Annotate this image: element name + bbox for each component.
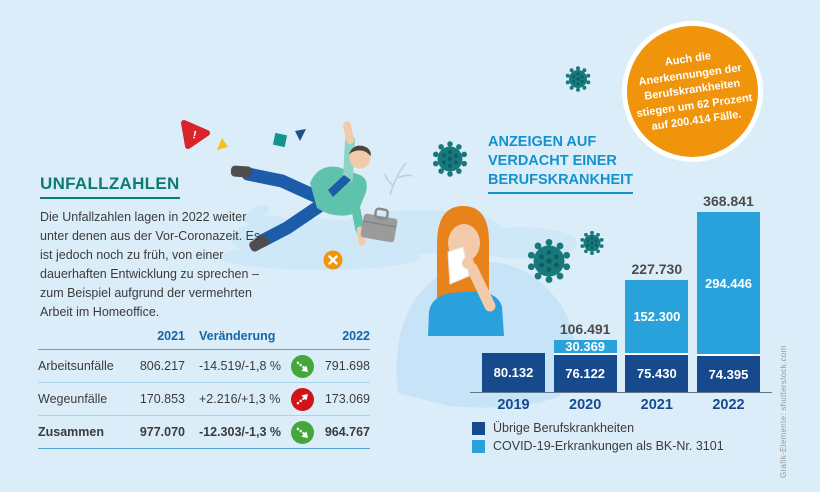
badge-text: Auch die Anerkennungen der Berufskrankhe… (635, 50, 754, 134)
bar-2021: 152.300 75.430 (625, 280, 689, 392)
row-label: Arbeitsunfälle (38, 359, 114, 373)
row-label: Zusammen (38, 425, 104, 439)
trend-down-icon (290, 420, 314, 444)
heading-line: ANZEIGEN AUF (488, 134, 597, 150)
sprig-decoration (384, 162, 413, 196)
trend-down-icon (290, 354, 314, 378)
value-2022: 791.698 (324, 359, 370, 373)
legend-swatch (472, 439, 485, 453)
bar-column-2019: 80.132 (482, 353, 545, 392)
bar-segment-other: 76.122 (553, 355, 617, 392)
heading-line: BERUFSKRANKHEIT (488, 171, 633, 195)
bar-value-label: 74.395 (708, 366, 749, 382)
bar-2020: 30.369 76.122 (553, 339, 617, 392)
trend-up-icon (290, 387, 314, 411)
table-row: Arbeitsunfälle 806.217 -14.519/-1,8 % 79… (38, 350, 370, 383)
svg-text:!: ! (192, 129, 198, 142)
axis-label-2020: 2020 (569, 397, 602, 413)
bar-segment-covid: 294.446 (696, 212, 760, 356)
chart-legend: Übrige Berufskrankheiten COVID-19-Erkrank… (470, 421, 772, 453)
virus-icon (565, 66, 591, 92)
bar-column-2022: 368.841 294.446 74.395 (696, 193, 760, 392)
header-2022: 2022 (342, 329, 370, 343)
bar-segment-other: 74.395 (696, 356, 760, 392)
bar-value-label: 294.446 (704, 275, 752, 291)
heading-line: VERDACHT EINER (488, 153, 617, 170)
row-label: Wegeunfälle (38, 392, 108, 406)
bar-segment-other: 75.430 (625, 355, 689, 392)
bar-chart: 80.132 106.491 30.369 76.122 227.730 152.300 7… (470, 188, 772, 457)
accident-table: 2021 Veränderung 2022 Arbeitsunfälle 806… (38, 323, 370, 449)
bar-total-label: 106.491 (559, 321, 611, 337)
value-2022: 964.767 (324, 425, 370, 439)
bar-total-label: 368.841 (703, 193, 754, 209)
legend-swatch (472, 421, 485, 435)
chart-bars: 80.132 106.491 30.369 76.122 227.730 152.300 7… (470, 188, 772, 392)
axis-label-2019: 2019 (497, 397, 530, 413)
value-2021: 170.853 (139, 392, 185, 406)
bar-segment-other: 80.132 (482, 353, 545, 392)
legend-label: COVID-19-Erkrankungen als BK-Nr. 3101 (493, 439, 724, 453)
teal-square-shape (272, 132, 288, 148)
legend-label: Übrige Berufskrankheiten (493, 421, 635, 435)
bar-column-2021: 227.730 152.300 75.430 (625, 261, 689, 392)
table-header-row: 2021 Veränderung 2022 (38, 323, 370, 350)
bar-value-label: 30.369 (565, 339, 606, 354)
section-title-unfallzahlen: UNFALLZAHLEN (40, 174, 180, 199)
bar-total-label: 227.730 (631, 261, 683, 277)
value-change: -12.303/-1,3 % (199, 425, 281, 439)
value-2021: 977.070 (139, 425, 185, 439)
virus-icon (433, 141, 467, 177)
value-change: -14.519/-1,8 % (199, 359, 281, 373)
section-title-berufskrankheit: ANZEIGEN AUF VERDACHT EINER BERUFSKRANKH… (488, 133, 633, 195)
table-row: Wegeunfälle 170.853 +2.216/+1,3 % 173.06… (38, 383, 370, 416)
bar-value-label: 76.122 (565, 366, 606, 381)
legend-item: COVID-19-Erkrankungen als BK-Nr. 3101 (472, 439, 772, 453)
axis-label-2022: 2022 (712, 397, 745, 413)
warning-triangle-icon: ! (181, 120, 210, 149)
yellow-triangle-shape (217, 138, 228, 150)
bar-2022: 294.446 74.395 (696, 212, 760, 392)
highlight-badge: Auch die Anerkennungen der Berufskrankhe… (622, 21, 763, 162)
bar-2019: 80.132 (482, 353, 545, 392)
bar-segment-covid: 30.369 (553, 339, 617, 355)
accident-body-text: Die Unfallzahlen lagen in 2022 weiter un… (40, 210, 261, 319)
header-2021: 2021 (157, 329, 185, 343)
table-row-total: Zusammen 977.070 -12.303/-1,3 % 964.767 (38, 416, 370, 449)
legend-item: Übrige Berufskrankheiten (472, 421, 772, 435)
value-2021: 806.217 (139, 359, 185, 373)
chart-axis (470, 392, 772, 393)
image-credit: Grafik-Elemente: shutterstock.com (779, 345, 788, 478)
error-cross-icon (323, 250, 343, 270)
accident-section: UNFALLZAHLEN Die Unfallzahlen lagen in 2… (40, 174, 272, 322)
bar-value-label: 80.132 (493, 365, 534, 380)
value-2022: 173.069 (324, 392, 370, 406)
axis-label-2021: 2021 (640, 397, 673, 413)
navy-triangle-shape (295, 129, 306, 141)
bar-value-label: 152.300 (633, 309, 681, 324)
value-change: +2.216/+1,3 % (199, 392, 281, 406)
bar-value-label: 75.430 (636, 366, 677, 381)
bar-column-2020: 106.491 30.369 76.122 (553, 321, 617, 392)
header-change: Veränderung (199, 329, 276, 343)
chart-axis-labels: 2019 2020 2021 2022 (470, 393, 772, 413)
bar-segment-covid: 152.300 (625, 280, 689, 355)
